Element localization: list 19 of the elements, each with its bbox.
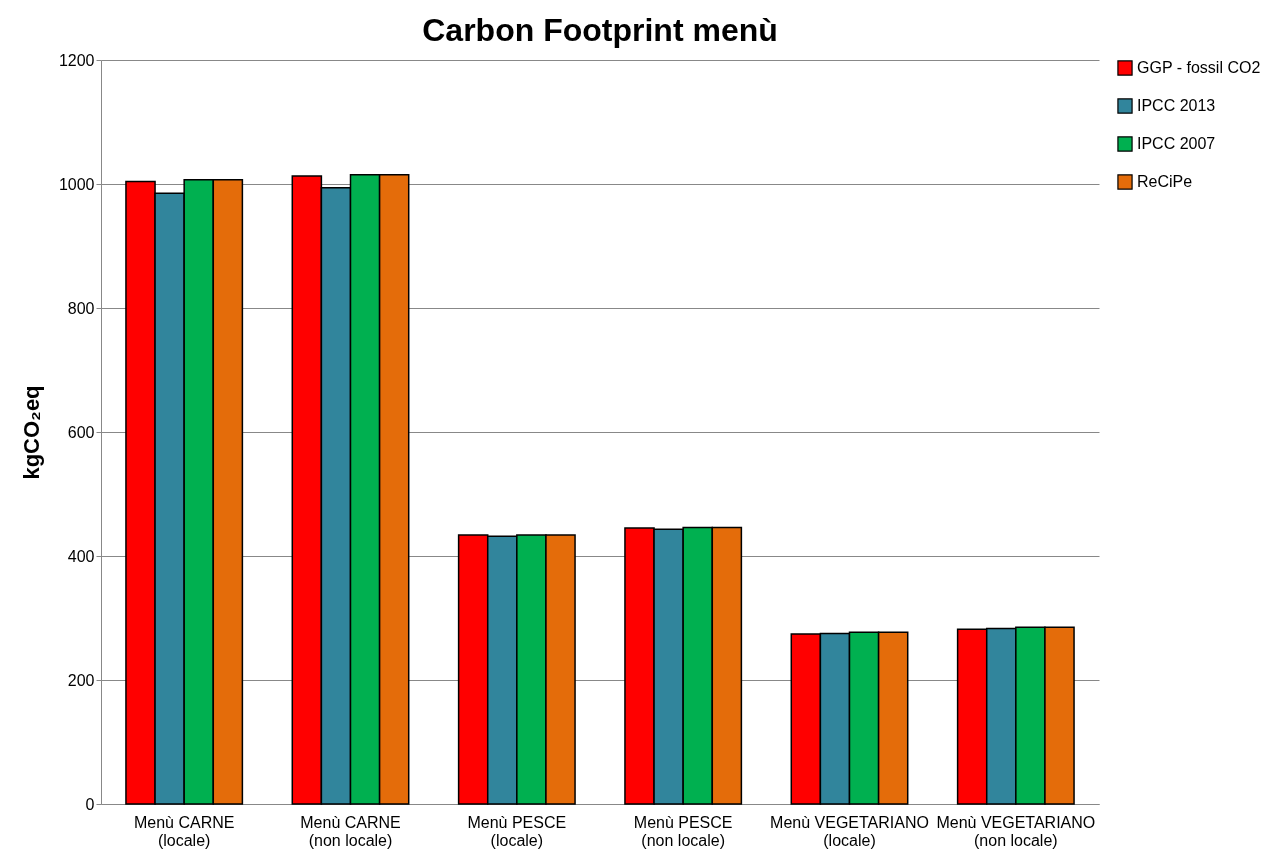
- x-tick-label: Menù CARNE (non locale): [300, 813, 401, 849]
- x-tick-label: Menù PESCE (locale): [467, 813, 567, 849]
- chart-title: Carbon Footprint menù: [422, 12, 778, 48]
- legend-label: GGP - fossil CO2: [1137, 59, 1261, 76]
- x-tick-label: Menù VEGETARIANO (non locale): [936, 813, 1096, 849]
- legend-label: IPCC 2013: [1137, 97, 1216, 114]
- y-tick-label: 600: [67, 423, 95, 441]
- y-tick-label: 800: [67, 299, 95, 317]
- y-tick-label: 0: [85, 795, 95, 813]
- y-tick-label: 1200: [58, 51, 95, 69]
- y-axis-title: kgCO₂eq: [18, 385, 44, 480]
- x-tick-label: Menù VEGETARIANO (locale): [770, 813, 929, 849]
- y-tick-label: 400: [67, 547, 95, 565]
- y-tick-label: 1000: [58, 175, 95, 193]
- legend-label: ReCiPe: [1137, 173, 1193, 190]
- y-tick-label: 200: [67, 671, 95, 689]
- legend-label: IPCC 2007: [1137, 135, 1216, 152]
- x-tick-label: Menù PESCE (non locale): [633, 813, 733, 849]
- x-tick-label: Menù CARNE (locale): [133, 813, 235, 849]
